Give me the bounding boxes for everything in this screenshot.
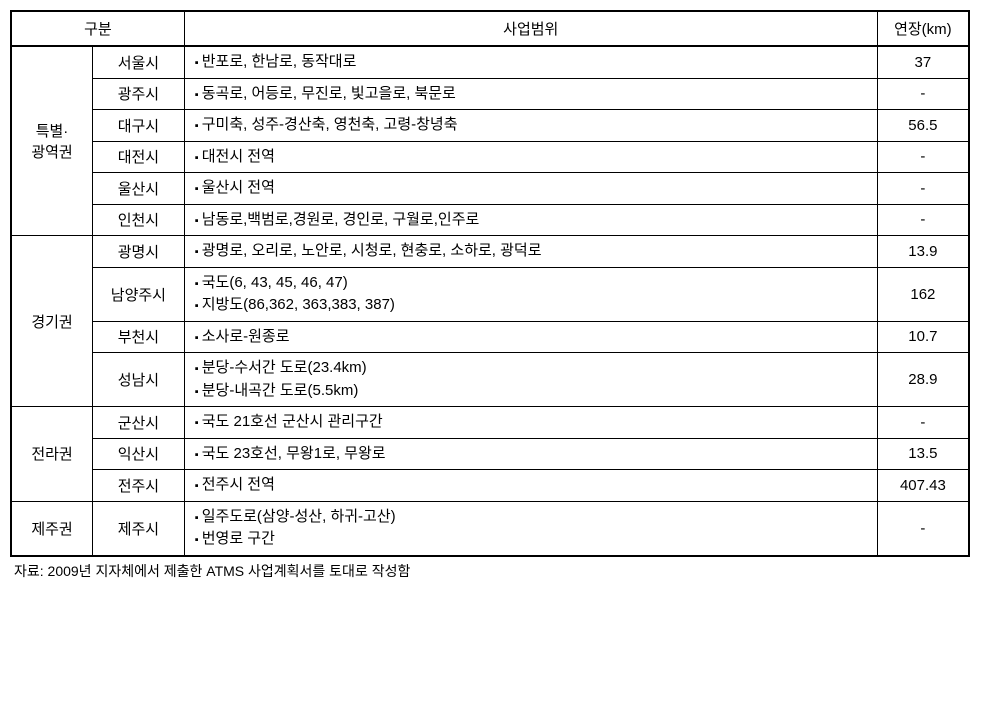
header-scope: 사업범위 <box>184 11 877 46</box>
scope-cell: 분당-수서간 도로(23.4km)분당-내곡간 도로(5.5km) <box>184 353 877 407</box>
scope-cell: 대전시 전역 <box>184 141 877 173</box>
scope-cell: 구미축, 성주-경산축, 영천축, 고령-창녕축 <box>184 110 877 142</box>
table-row: 울산시 울산시 전역- <box>11 173 969 205</box>
scope-item: 광명로, 오리로, 노안로, 시청로, 현충로, 소하로, 광덕로 <box>195 240 869 263</box>
region-cell: 제주권 <box>11 501 93 556</box>
city-cell: 광주시 <box>93 78 185 110</box>
city-cell: 울산시 <box>93 173 185 205</box>
scope-item: 울산시 전역 <box>195 177 869 200</box>
length-cell: 162 <box>877 267 969 321</box>
city-cell: 서울시 <box>93 46 185 78</box>
scope-cell: 일주도로(삼양-성산, 하귀-고산)번영로 구간 <box>184 501 877 556</box>
length-cell: 407.43 <box>877 470 969 502</box>
region-cell: 특별·광역권 <box>11 46 93 236</box>
city-cell: 남양주시 <box>93 267 185 321</box>
length-cell: 56.5 <box>877 110 969 142</box>
table-row: 대전시 대전시 전역- <box>11 141 969 173</box>
scope-item: 국도(6, 43, 45, 46, 47) <box>195 272 869 295</box>
table-row: 익산시 국도 23호선, 무왕1로, 무왕로 13.5 <box>11 438 969 470</box>
table-header-row: 구분 사업범위 연장(km) <box>11 11 969 46</box>
header-length: 연장(km) <box>877 11 969 46</box>
table-row: 부천시 소사로-원종로 10.7 <box>11 321 969 353</box>
table-row: 특별·광역권서울시반포로, 한남로, 동작대로37 <box>11 46 969 78</box>
city-cell: 광명시 <box>93 236 185 268</box>
scope-item: 반포로, 한남로, 동작대로 <box>195 51 869 74</box>
scope-cell: 광명로, 오리로, 노안로, 시청로, 현충로, 소하로, 광덕로 <box>184 236 877 268</box>
length-cell: 28.9 <box>877 353 969 407</box>
scope-cell: 국도 21호선 군산시 관리구간 <box>184 407 877 439</box>
scope-cell: 동곡로, 어등로, 무진로, 빛고을로, 북문로 <box>184 78 877 110</box>
table-row: 전라권군산시국도 21호선 군산시 관리구간- <box>11 407 969 439</box>
table-row: 남양주시국도(6, 43, 45, 46, 47)지방도(86,362, 363… <box>11 267 969 321</box>
header-gubun: 구분 <box>11 11 184 46</box>
length-cell: 10.7 <box>877 321 969 353</box>
length-cell: - <box>877 407 969 439</box>
scope-cell: 국도(6, 43, 45, 46, 47)지방도(86,362, 363,383… <box>184 267 877 321</box>
scope-item: 번영로 구간 <box>195 528 869 551</box>
scope-item: 소사로-원종로 <box>195 326 869 349</box>
table-row: 제주권제주시일주도로(삼양-성산, 하귀-고산)번영로 구간- <box>11 501 969 556</box>
city-cell: 성남시 <box>93 353 185 407</box>
length-cell: - <box>877 141 969 173</box>
city-cell: 부천시 <box>93 321 185 353</box>
length-cell: - <box>877 78 969 110</box>
city-cell: 군산시 <box>93 407 185 439</box>
length-cell: 13.9 <box>877 236 969 268</box>
table-row: 경기권광명시광명로, 오리로, 노안로, 시청로, 현충로, 소하로, 광덕로1… <box>11 236 969 268</box>
region-cell: 경기권 <box>11 236 93 407</box>
scope-cell: 남동로,백범로,경원로, 경인로, 구월로,인주로 <box>184 204 877 236</box>
length-cell: - <box>877 173 969 205</box>
table-row: 광주시 동곡로, 어등로, 무진로, 빛고을로, 북문로- <box>11 78 969 110</box>
scope-cell: 국도 23호선, 무왕1로, 무왕로 <box>184 438 877 470</box>
table-row: 전주시 전주시 전역 407.43 <box>11 470 969 502</box>
scope-cell: 전주시 전역 <box>184 470 877 502</box>
region-cell: 전라권 <box>11 407 93 502</box>
table-row: 인천시 남동로,백범로,경원로, 경인로, 구월로,인주로- <box>11 204 969 236</box>
city-cell: 익산시 <box>93 438 185 470</box>
length-cell: 37 <box>877 46 969 78</box>
scope-item: 분당-내곡간 도로(5.5km) <box>195 380 869 403</box>
scope-cell: 반포로, 한남로, 동작대로 <box>184 46 877 78</box>
atms-table: 구분 사업범위 연장(km) 특별·광역권서울시 반포로, 한남로, 동작대로 37… <box>10 10 970 557</box>
scope-cell: 소사로-원종로 <box>184 321 877 353</box>
scope-item: 대전시 전역 <box>195 146 869 169</box>
length-cell: - <box>877 204 969 236</box>
footnote: 자료: 2009년 지자체에서 제출한 ATMS 사업계획서를 토대로 작성함 <box>10 561 972 581</box>
city-cell: 제주시 <box>93 501 185 556</box>
city-cell: 대전시 <box>93 141 185 173</box>
table-row: 대구시 구미축, 성주-경산축, 영천축, 고령-창녕축 56.5 <box>11 110 969 142</box>
scope-item: 동곡로, 어등로, 무진로, 빛고을로, 북문로 <box>195 83 869 106</box>
scope-item: 구미축, 성주-경산축, 영천축, 고령-창녕축 <box>195 114 869 137</box>
city-cell: 전주시 <box>93 470 185 502</box>
scope-item: 분당-수서간 도로(23.4km) <box>195 357 869 380</box>
scope-item: 지방도(86,362, 363,383, 387) <box>195 294 869 317</box>
table-row: 성남시분당-수서간 도로(23.4km)분당-내곡간 도로(5.5km)28.9 <box>11 353 969 407</box>
city-cell: 대구시 <box>93 110 185 142</box>
scope-item: 국도 21호선 군산시 관리구간 <box>195 411 869 434</box>
scope-item: 남동로,백범로,경원로, 경인로, 구월로,인주로 <box>195 209 869 232</box>
scope-item: 전주시 전역 <box>195 474 869 497</box>
scope-item: 국도 23호선, 무왕1로, 무왕로 <box>195 443 869 466</box>
scope-cell: 울산시 전역 <box>184 173 877 205</box>
scope-item: 일주도로(삼양-성산, 하귀-고산) <box>195 506 869 529</box>
length-cell: - <box>877 501 969 556</box>
city-cell: 인천시 <box>93 204 185 236</box>
length-cell: 13.5 <box>877 438 969 470</box>
